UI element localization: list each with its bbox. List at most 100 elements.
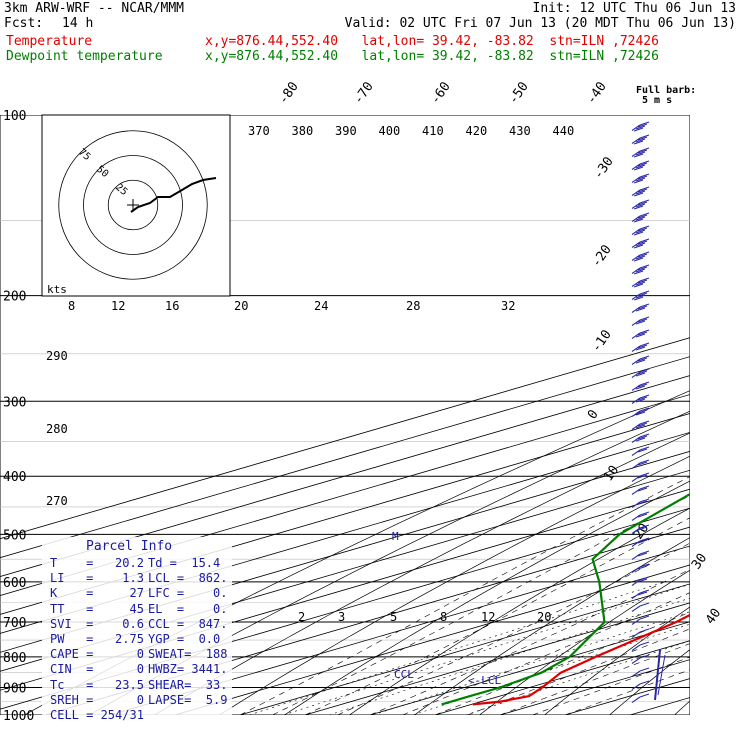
- barb-legend-title: Full barb:: [636, 85, 697, 96]
- wind-barb: [631, 189, 641, 196]
- wind-barb-flag: [633, 205, 644, 210]
- lcl-marker: <-LCL: [468, 674, 501, 687]
- dry-adiabat: [284, 480, 690, 715]
- parcel-info-left: SREH = 0: [50, 692, 144, 707]
- wind-barb-flag: [639, 225, 650, 230]
- wind-barb-flag: [639, 355, 650, 360]
- wind-barb: [631, 644, 641, 651]
- valid-time: Valid: 02 UTC Fri 07 Jun 13 (20 MDT Thu …: [344, 16, 736, 31]
- moist-adiabat: [337, 542, 690, 715]
- wind-barb-flag: [637, 370, 648, 375]
- wind-barb-flag: [637, 149, 648, 154]
- wind-barbs: [631, 121, 666, 703]
- wind-barb-flag: [637, 279, 648, 284]
- wind-barb-flag: [639, 277, 650, 282]
- forecast-hours: 14 h: [62, 16, 94, 31]
- wind-barb-flag: [635, 216, 646, 221]
- wind-barb-flag: [635, 359, 646, 364]
- wind-barb-flag: [635, 372, 646, 377]
- isotherm-label: -20: [589, 242, 615, 270]
- wind-barb: [631, 332, 641, 339]
- wind-barb-flag: [635, 307, 646, 312]
- wind-barb-flag: [637, 344, 648, 349]
- dry-adiabat: [349, 507, 690, 715]
- wind-barb-flag: [633, 231, 644, 236]
- parcel-info-left: T = 20.2: [50, 556, 144, 570]
- wind-barb-flag: [637, 487, 648, 492]
- parcel-info-right: LFC = 0.: [148, 586, 228, 601]
- wind-barb: [631, 384, 641, 391]
- wind-barb-flag: [639, 186, 650, 191]
- wind-barb: [631, 605, 641, 612]
- wind-barb-flag: [637, 305, 648, 310]
- moist-adiabat: [499, 643, 690, 715]
- mixing-ratio-line: [413, 623, 690, 715]
- wind-barb: [631, 241, 641, 248]
- ccl-marker: CCL: [394, 668, 414, 681]
- wind-barb-flag: [635, 151, 646, 156]
- moist-adiabat: [434, 611, 690, 715]
- wind-barb-flag: [639, 667, 650, 672]
- wind-barb: [631, 228, 641, 235]
- wind-barb-flag: [639, 329, 650, 334]
- wind-barb-flag: [637, 266, 648, 271]
- wind-barb-flag: [633, 192, 644, 197]
- wind-barb-flag: [635, 320, 646, 325]
- wind-barb: [631, 137, 641, 144]
- wind-barb-flag: [637, 500, 648, 505]
- theta-label: 370: [248, 124, 270, 138]
- mixing-ratio-label: 28: [406, 299, 420, 313]
- isotherm-label: -10: [589, 327, 615, 355]
- dewpoint-profile-line: [441, 492, 690, 706]
- wind-barb-flag: [637, 409, 648, 414]
- wind-barb-flag: [637, 539, 648, 544]
- wind-barb-flag: [637, 565, 648, 570]
- moist-adiabat: [272, 495, 690, 715]
- mixing-ratio-label: 20: [234, 299, 248, 313]
- wind-barb-flag: [637, 461, 648, 466]
- wind-barb: [631, 410, 641, 417]
- wind-barb-flag: [639, 433, 650, 438]
- isotherm: [695, 115, 740, 715]
- wind-barb-flag: [637, 292, 648, 297]
- wind-barb: [631, 306, 641, 313]
- isotherm-label: 30: [689, 551, 710, 572]
- wind-barb-flag: [637, 578, 648, 583]
- wind-barb-flag: [639, 160, 650, 165]
- wind-barb-flag: [635, 125, 646, 130]
- wind-barb-flag: [637, 526, 648, 531]
- temperature-location: x,y=876.44,552.40 lat,lon= 39.42, -83.82…: [205, 34, 659, 49]
- dry-adiabat: [479, 569, 690, 715]
- wind-barb: [631, 462, 641, 469]
- wind-barb-flag: [639, 680, 650, 685]
- mixing-ratio-label: 8: [440, 610, 447, 624]
- theta-label: 380: [292, 124, 314, 138]
- parcel-info-bg: [42, 537, 232, 725]
- wind-barb: [631, 371, 641, 378]
- hodograph-ring: [83, 155, 183, 255]
- moist-adiabat: [239, 476, 690, 715]
- mixing-ratio-label: 32: [501, 299, 515, 313]
- sounding-lines: [441, 492, 690, 706]
- dry-adiabat: [609, 649, 690, 715]
- wind-barb-flag: [637, 253, 648, 258]
- wind-barb-flag: [639, 394, 650, 399]
- wind-barb-flag: [635, 346, 646, 351]
- wind-barb-flag: [635, 294, 646, 299]
- wind-barb-flag: [639, 303, 650, 308]
- mixing-ratio-layer: [239, 476, 690, 715]
- wind-barb: [631, 293, 641, 300]
- wind-barb-flag: [637, 552, 648, 557]
- wind-barb-flag: [635, 385, 646, 390]
- wind-barb-flag: [639, 485, 650, 490]
- isotherm-label: -40: [584, 79, 610, 107]
- wind-barb-flag: [639, 420, 650, 425]
- isotherm: [239, 583, 690, 715]
- pressure-label-800: 800: [3, 651, 26, 666]
- legend-temperature: Temperature: [6, 34, 93, 49]
- wind-barb-flag: [637, 422, 648, 427]
- parcel-info-left: K = 27: [50, 586, 144, 601]
- wind-barb: [631, 358, 641, 365]
- wind-barb-flag: [637, 448, 648, 453]
- wind-barb: [631, 566, 641, 573]
